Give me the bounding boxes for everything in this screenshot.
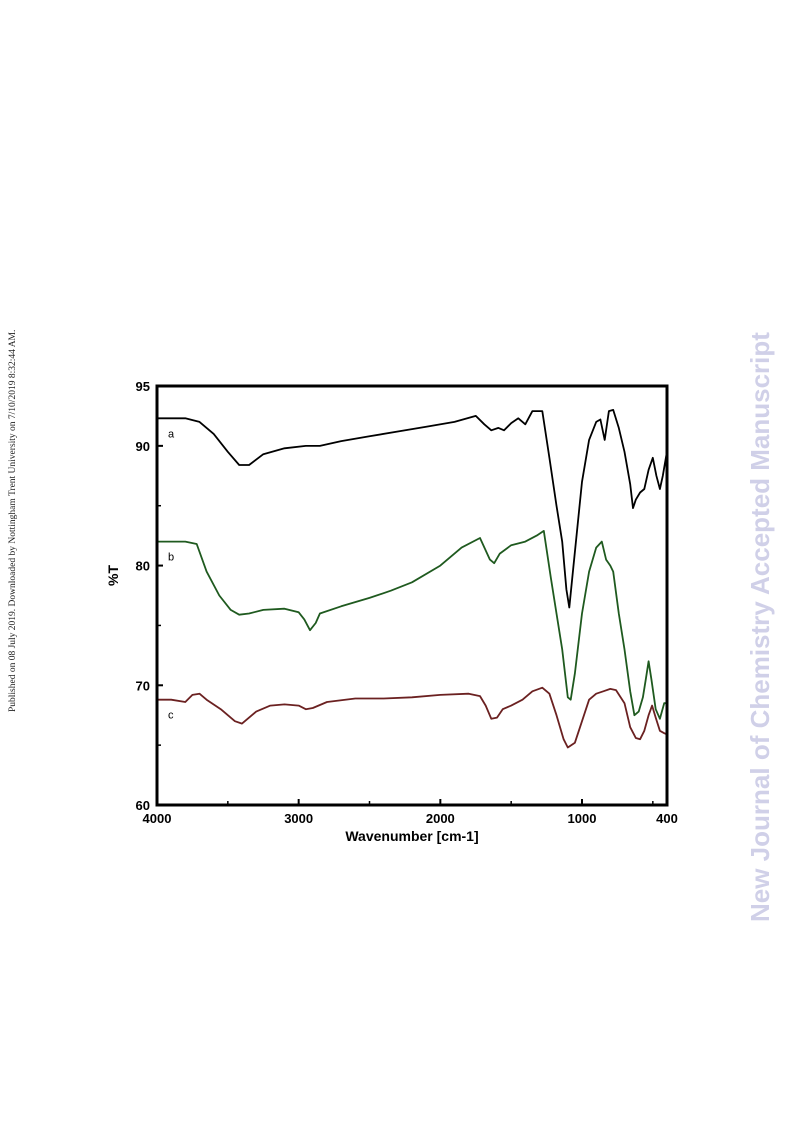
y-tick-label: 70: [136, 678, 150, 693]
x-tick-label: 2000: [426, 811, 455, 826]
y-tick-label: 90: [136, 439, 150, 454]
x-axis-title: Wavenumber [cm-1]: [345, 828, 478, 844]
series-line-a: [157, 409, 668, 609]
series-line-b: [157, 530, 667, 720]
series-label-a: a: [168, 428, 175, 440]
x-tick-label: 1000: [568, 811, 597, 826]
series-label-c: c: [168, 710, 174, 722]
y-tick-label: 60: [136, 798, 150, 813]
x-tick-label: 400: [656, 811, 678, 826]
ticks-layer: 4000 3000 2000 1000 400 60 70 80 90 95: [136, 379, 678, 826]
series-layer: a b c: [157, 409, 668, 749]
series-line-c: [157, 686, 668, 749]
y-tick-label: 80: [136, 559, 150, 574]
y-axis-title: %T: [105, 565, 121, 586]
x-tick-label: 3000: [284, 811, 313, 826]
series-label-b: b: [168, 552, 174, 564]
x-tick-label: 4000: [143, 811, 172, 826]
y-tick-label: 95: [136, 379, 150, 394]
plot-frame: [155, 384, 669, 807]
